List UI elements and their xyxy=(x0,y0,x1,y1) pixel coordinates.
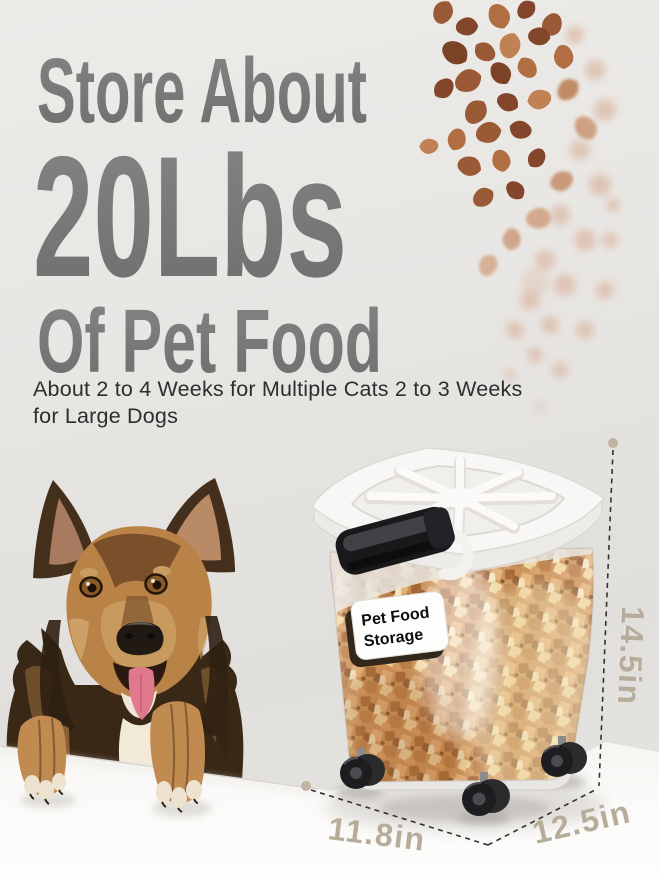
dog-eyes xyxy=(79,573,168,598)
dog-nose xyxy=(116,621,164,656)
product-label: Pet Food Storage xyxy=(345,591,449,668)
headline-line-2: 20Lbs xyxy=(33,121,347,313)
kibble-soft-blur xyxy=(503,26,620,413)
subtitle: About 2 to 4 Weeks for Multiple Cats 2 t… xyxy=(33,376,593,430)
subtitle-line-1: About 2 to 4 Weeks for Multiple Cats 2 t… xyxy=(33,377,523,401)
dog-left-paw xyxy=(17,715,67,805)
dog-right-paw xyxy=(150,701,229,813)
headline: Store About 20Lbs Of Pet Food xyxy=(33,50,382,390)
dimension-label-height: 14.5in xyxy=(610,605,652,707)
headline-line-3: Of Pet Food xyxy=(37,292,382,390)
caster-wheel-left xyxy=(340,748,385,789)
paw-shadow xyxy=(20,792,76,808)
subtitle-line-2: for Large Dogs xyxy=(33,404,179,428)
falling-kibble-graphic xyxy=(418,0,620,413)
lid-latch xyxy=(335,506,455,575)
caster-wheel-right xyxy=(541,736,587,777)
headline-line-1: Store About xyxy=(37,50,367,142)
lid-hook xyxy=(438,526,474,581)
dog-paws xyxy=(17,701,229,813)
pet-food-container: Pet Food Storage xyxy=(311,447,605,816)
